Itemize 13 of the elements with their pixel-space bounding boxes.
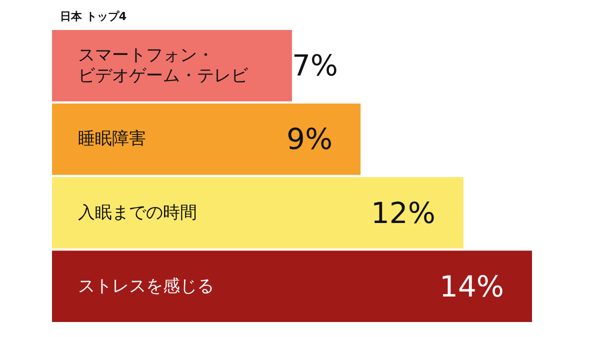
data-label: 14% (440, 269, 504, 304)
y-tick-label: 睡眠障害 (78, 129, 146, 150)
y-tick-label: スマートフォン・ビデオゲーム・テレビ (78, 45, 249, 86)
bar (52, 30, 292, 102)
bar (52, 104, 361, 175)
bar (52, 250, 532, 322)
data-label: 12% (370, 196, 436, 230)
y-tick-label: 入眠までの時間 (78, 202, 197, 223)
y-tick-label: ストレスを感じる (78, 276, 214, 296)
bar (52, 177, 464, 248)
chart-title: 日本 トップ4 (60, 10, 127, 23)
data-label: 9% (286, 122, 333, 156)
data-label: 7% (292, 48, 338, 83)
